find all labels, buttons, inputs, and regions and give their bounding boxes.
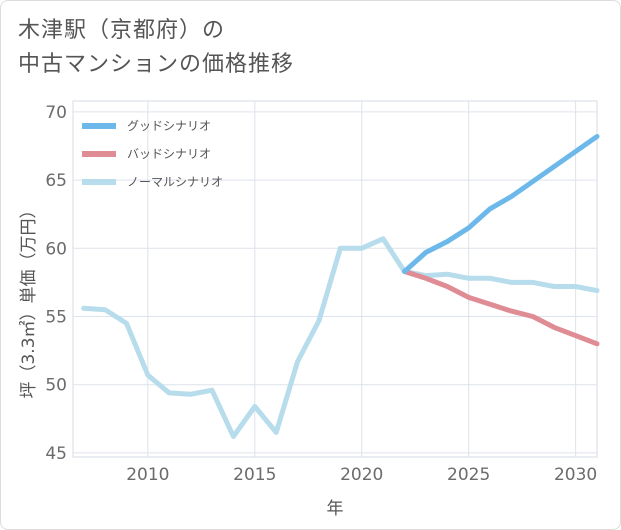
y-axis-label: 坪（3.3㎡）単価（万円） <box>19 201 39 398</box>
y-tick-label: 60 <box>45 239 67 259</box>
series-lines <box>81 134 600 439</box>
plot-area <box>72 100 598 458</box>
y-tick-label: 45 <box>45 444 67 464</box>
legend-label-normal: ノーマルシナリオ <box>127 175 223 189</box>
title-line-1: 木津駅（京都府）の <box>18 18 226 43</box>
gridlines <box>73 101 597 457</box>
x-tick-label: 2030 <box>554 465 597 485</box>
x-axis-label: 年 <box>327 499 344 519</box>
x-tick-label: 2010 <box>126 465 169 485</box>
legend-label-bad: バッドシナリオ <box>127 147 211 161</box>
title-line-2: 中古マンションの価格推移 <box>18 52 295 77</box>
series-line-good <box>402 134 600 274</box>
y-tick-label: 50 <box>45 376 67 396</box>
y-tick-label: 55 <box>45 308 67 328</box>
x-tick-label: 2025 <box>447 465 490 485</box>
tick-labels: 45 50 55 60 65 70 2010 2015 2020 2025 2030 <box>45 103 597 485</box>
chart-title: 木津駅（京都府）の 中古マンションの価格推移 <box>18 14 294 82</box>
legend-label-good: グッドシナリオ <box>127 119 211 133</box>
y-tick-label: 65 <box>45 171 67 191</box>
x-tick-label: 2020 <box>340 465 383 485</box>
series-line-bad <box>402 269 600 347</box>
x-tick-label: 2015 <box>233 465 276 485</box>
y-tick-label: 70 <box>45 103 67 123</box>
series-line-normal <box>81 236 600 439</box>
